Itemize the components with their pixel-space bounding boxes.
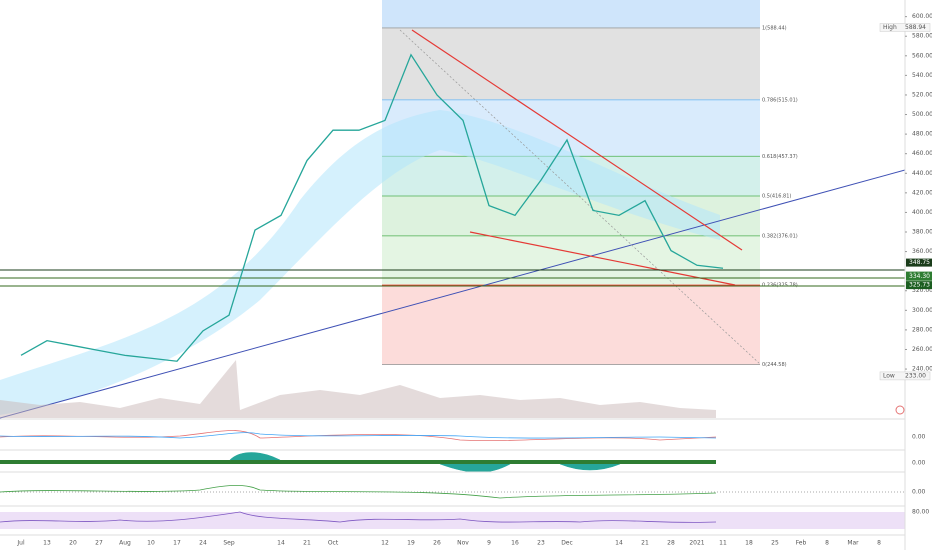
x-tick-label: 11 xyxy=(719,540,727,547)
x-tick-label: 23 xyxy=(537,540,545,547)
x-tick-label: 21 xyxy=(303,540,311,547)
rsi-line xyxy=(0,511,717,523)
x-tick-label: 10 xyxy=(147,540,155,547)
y-tick-label: 260.00 xyxy=(912,346,932,353)
histogram-strip xyxy=(0,460,716,464)
high-value: 588.94 xyxy=(905,24,926,31)
x-tick-label: 24 xyxy=(199,540,207,547)
price-label-box xyxy=(906,272,932,281)
low-box xyxy=(879,371,931,381)
x-tick-label: 18 xyxy=(745,540,753,547)
high-label: High xyxy=(883,24,897,31)
x-tick-label: 9 xyxy=(487,540,491,547)
macd-line xyxy=(0,430,717,442)
x-tick-label: 12 xyxy=(381,540,389,547)
x-tick-label: 14 xyxy=(277,540,285,547)
oscillator xyxy=(0,485,717,499)
fib-label: 0.382(376.01) xyxy=(762,233,798,239)
pane-label: 80.00 xyxy=(912,509,929,516)
price-label: 348.75 xyxy=(909,259,930,266)
y-tick-label: 460.00 xyxy=(912,150,932,157)
x-tick-label: Aug xyxy=(119,540,131,547)
y-tick-label: 380.00 xyxy=(912,229,932,236)
x-tick-label: Sep xyxy=(223,540,235,547)
y-tick-label: 360.00 xyxy=(912,248,932,255)
x-tick-label: 13 xyxy=(43,540,51,547)
x-tick-label: Feb xyxy=(796,540,807,547)
y-tick-label: 520.00 xyxy=(912,91,932,98)
price-label: 325.73 xyxy=(909,282,930,289)
trend-line xyxy=(0,169,906,419)
x-tick-label: Dec xyxy=(561,540,573,547)
y-tick-label: 400.00 xyxy=(912,209,932,216)
x-tick-label: 14 xyxy=(615,540,623,547)
pane-label: 0.00 xyxy=(912,434,926,441)
trend-line xyxy=(411,29,743,251)
x-tick-label: 20 xyxy=(69,540,77,547)
y-tick-label: 480.00 xyxy=(912,131,932,138)
y-tick-label: 600.00 xyxy=(912,13,932,20)
fib-zone xyxy=(382,27,760,100)
x-tick-label: 25 xyxy=(771,540,779,547)
high-box xyxy=(879,23,931,32)
fib-label: 0(244.58) xyxy=(762,362,787,368)
fib-top-zone xyxy=(382,0,760,28)
price-label-box xyxy=(906,281,932,290)
fib-zone xyxy=(382,285,760,365)
y-tick-label: 440.00 xyxy=(912,170,932,177)
trend-line xyxy=(469,231,736,286)
x-tick-label: 2021 xyxy=(689,540,704,547)
pane-label: 0.00 xyxy=(912,489,926,496)
rsi-band xyxy=(0,512,905,529)
x-tick-label: 27 xyxy=(95,540,103,547)
x-tick-label: Oct xyxy=(328,540,339,547)
y-tick-label: 300.00 xyxy=(912,307,932,314)
y-tick-label: 240.00 xyxy=(912,366,932,373)
y-tick-label: 420.00 xyxy=(912,189,932,196)
x-tick-label: 19 xyxy=(407,540,415,547)
price-label-box xyxy=(906,258,932,267)
volume xyxy=(0,360,716,418)
x-tick-label: 16 xyxy=(511,540,519,547)
fib-label: 0.5(416.81) xyxy=(762,193,791,199)
y-tick-label: 560.00 xyxy=(912,52,932,59)
low-value: 233.00 xyxy=(905,372,926,379)
fib-label: 0.786(515.01) xyxy=(762,97,798,103)
y-tick-label: 280.00 xyxy=(912,326,932,333)
x-tick-label: Jul xyxy=(16,540,25,547)
fib-label: 0.618(457.37) xyxy=(762,154,798,160)
x-tick-label: 17 xyxy=(173,540,181,547)
y-tick-label: 580.00 xyxy=(912,33,932,40)
ema-ribbon xyxy=(0,110,720,415)
price-line xyxy=(20,53,724,362)
x-tick-label: Nov xyxy=(457,540,469,547)
x-tick-label: 28 xyxy=(667,540,675,547)
x-tick-label: 8 xyxy=(825,540,829,547)
signal-line xyxy=(0,432,717,439)
projection-line xyxy=(399,29,761,365)
y-tick-label: 500.00 xyxy=(912,111,932,118)
price-label: 334.30 xyxy=(909,273,930,280)
x-tick-label: Mar xyxy=(847,540,859,547)
y-tick-label: 320.00 xyxy=(912,287,932,294)
fib-label: 1(588.44) xyxy=(762,25,787,31)
pane-label: 0.00 xyxy=(912,460,926,467)
y-tick-label: 540.00 xyxy=(912,72,932,79)
low-label: Low xyxy=(883,372,895,379)
alert-icon[interactable] xyxy=(895,405,905,415)
x-tick-label: 8 xyxy=(877,540,881,547)
x-tick-label: 21 xyxy=(641,540,649,547)
x-tick-label: 26 xyxy=(433,540,441,547)
